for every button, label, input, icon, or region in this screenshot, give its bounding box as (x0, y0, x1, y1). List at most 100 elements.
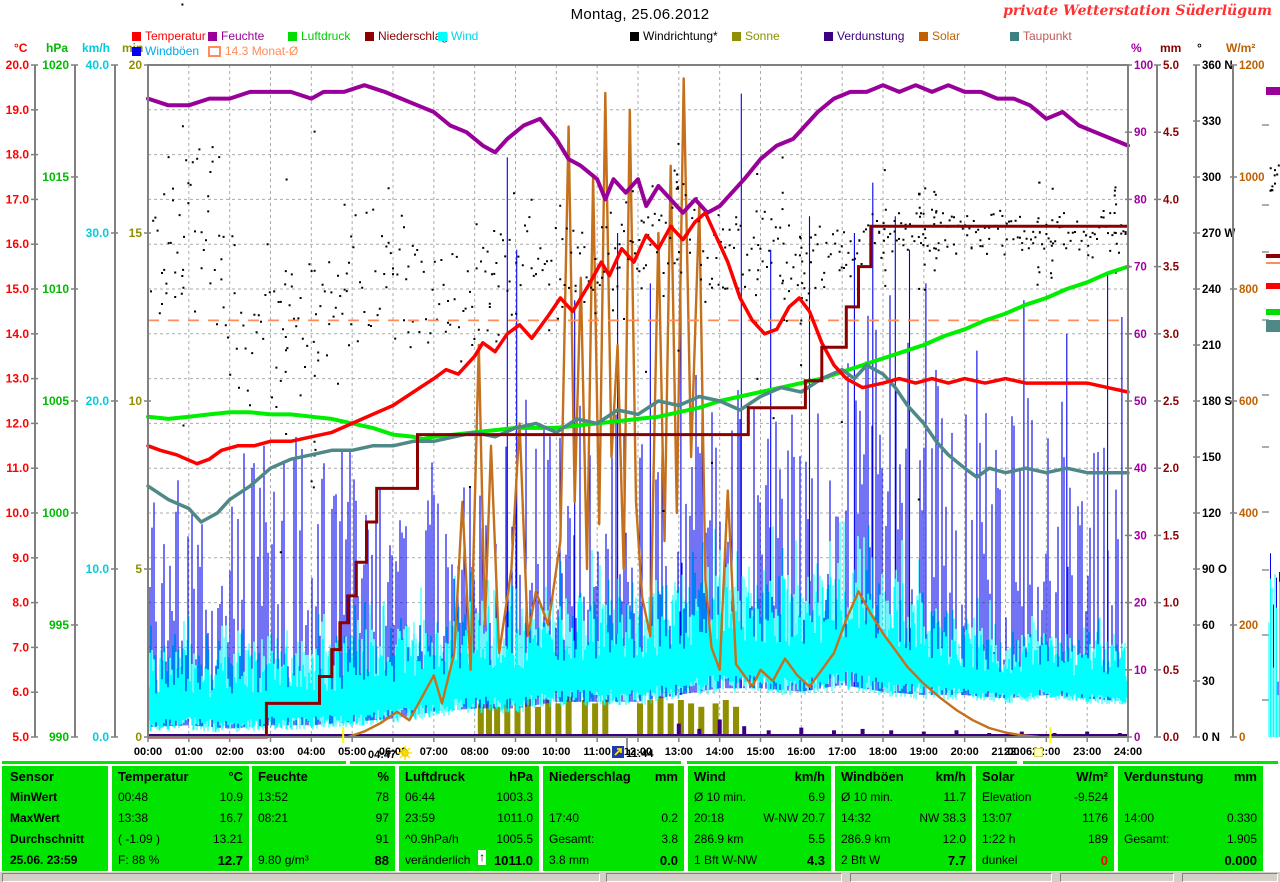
svg-text:°C: °C (14, 41, 28, 55)
svg-text:7.0: 7.0 (12, 640, 29, 654)
svg-text:60: 60 (1202, 620, 1215, 632)
svg-text:%: % (1131, 41, 1142, 55)
svg-text:07:00: 07:00 (420, 746, 448, 758)
svg-text:8.0: 8.0 (12, 596, 29, 610)
svg-text:24:00: 24:00 (1114, 746, 1142, 758)
svg-text:100: 100 (1134, 60, 1153, 72)
table-cell-solar-maxwert: 13:07 1176 (976, 808, 1114, 829)
table-block-windb-en: Windböen km/h Ø 10 min. 11.7 14:32 NW 38.3 286… (835, 766, 972, 871)
table-cell-windb-en-durchschnitt: 286.9 km 12.0 (835, 829, 972, 850)
cell-value: 1011.0 (497, 811, 533, 825)
cell-label: 13:38 (118, 811, 149, 825)
table-cell-solar-25-06-23-59: dunkel 0 (976, 850, 1114, 871)
svg-text:20: 20 (129, 58, 143, 72)
cell-value: 12.7 (217, 853, 243, 868)
table-cell-wind-durchschnitt: 286.9 km 5.5 (688, 829, 831, 850)
cell-label: 17:40 (549, 811, 580, 825)
svg-text:00:00: 00:00 (134, 746, 162, 758)
svg-text:16:00: 16:00 (787, 746, 815, 758)
legend-item-sonne: Sonne (732, 29, 780, 43)
sun-time: 22:06 (1004, 746, 1033, 758)
cell-value: 88 (374, 853, 389, 868)
svg-text:20.0: 20.0 (86, 394, 110, 408)
svg-text:11:00: 11:00 (583, 746, 611, 758)
cell-label: Ø 10 min. (841, 790, 894, 804)
table-cell-temperatur-minwert: 00:48 10.9 (112, 787, 249, 808)
svg-text:15:00: 15:00 (746, 746, 774, 758)
series-sonne (477, 696, 739, 737)
svg-text:50: 50 (1134, 396, 1147, 408)
svg-text:1005: 1005 (42, 394, 69, 408)
stats-table: Sensor MinWert MaxWert Durchschnitt 25.06. 2… (0, 766, 1280, 871)
axis-c: °C 20.0 19.0 18.0 17.0 16.0 15.0 14.0 13.0 12.0 11… (6, 41, 38, 744)
table-header: Niederschlag mm (549, 769, 678, 784)
separator-segment (350, 761, 681, 764)
svg-text:05:00: 05:00 (338, 746, 366, 758)
legend-item-verdunstung: Verdunstung (824, 29, 904, 43)
svg-text:19.0: 19.0 (6, 103, 30, 117)
svg-text:04:00: 04:00 (297, 746, 325, 758)
series-niederschlag (148, 224, 1128, 739)
cell-label: 13:07 (982, 811, 1013, 825)
svg-text:90: 90 (1134, 127, 1147, 139)
table-cell-feuchte-25-06-23-59: 9.80 g/m³ 88 (252, 850, 395, 871)
svg-text:10: 10 (1134, 665, 1147, 677)
svg-text:23:00: 23:00 (1073, 746, 1101, 758)
cell-label: 286.9 km (694, 832, 744, 846)
cell-value: 11.7 (943, 790, 966, 804)
svg-text:19:00: 19:00 (910, 746, 938, 758)
cell-value: W-NW 20.7 (763, 811, 825, 825)
legend-swatch (208, 45, 221, 57)
svg-text:800: 800 (1239, 284, 1258, 296)
svg-text:12.0: 12.0 (6, 416, 30, 430)
table-block-temperatur: Temperatur °C 00:48 10.9 13:38 16.7 ( -1.09 ) 1… (112, 766, 249, 871)
svg-text:12:00: 12:00 (624, 746, 652, 758)
station-name: private Wetterstation Süderlügum (1003, 3, 1272, 19)
cell-value: 5.5 (808, 832, 825, 846)
cell-value: 3.8 (661, 832, 678, 846)
table-header: Luftdruck hPa (405, 769, 533, 784)
cell-value: -9.524 (1073, 790, 1108, 804)
svg-text:300: 300 (1202, 172, 1221, 184)
cell-value: 1011.0 (493, 853, 533, 868)
cell-label: veränderlich (405, 853, 471, 867)
svg-text:1020: 1020 (42, 58, 69, 72)
svg-text:990: 990 (49, 730, 69, 744)
legend-label: Feuchte (221, 29, 265, 43)
svg-text:0 N: 0 N (1202, 732, 1220, 744)
svg-text:10.0: 10.0 (86, 562, 110, 576)
svg-text:18:00: 18:00 (869, 746, 897, 758)
separator-segment (2, 761, 346, 764)
svg-text:3.0: 3.0 (1163, 329, 1179, 341)
svg-text:180 S: 180 S (1202, 396, 1232, 408)
cell-value: 1005.5 (496, 832, 533, 846)
cell-value: 0.330 (1226, 811, 1257, 825)
svg-text:1000: 1000 (1239, 172, 1265, 184)
axis-: °360 N 330 300 270 W 240 210 180 S 150 120 90 O 60… (1193, 41, 1235, 744)
table-cell-windb-en-25-06-23-59: 2 Bft W 7.7 (835, 850, 972, 871)
svg-text:20.0: 20.0 (6, 58, 30, 72)
cell-value: 16.7 (219, 811, 243, 825)
svg-text:mm: mm (1160, 41, 1181, 55)
cell-value: NW 38.3 (919, 811, 966, 825)
legend-swatch (1010, 31, 1019, 41)
table-cell-wind-maxwert: 20:18 W-NW 20.7 (688, 808, 831, 829)
table-cell-wind-minwert: Ø 10 min. 6.9 (688, 787, 831, 808)
cell-label: 2 Bft W (841, 853, 881, 867)
legend-swatch (732, 31, 741, 41)
table-cell-luftdruck-maxwert: 23:59 1011.0 (399, 808, 539, 829)
cell-label: 3.8 mm (549, 853, 590, 867)
status-pane (1182, 873, 1278, 882)
cell-value: 7.7 (947, 853, 966, 868)
svg-text:70: 70 (1134, 262, 1147, 274)
svg-text:60: 60 (1134, 329, 1147, 341)
cell-label: Elevation (982, 790, 1032, 804)
legend-swatch (630, 31, 639, 41)
legend-item-windrichtung: Windrichtung* (630, 29, 718, 43)
legend-swatch (365, 31, 374, 41)
cell-label: 06:44 (405, 790, 436, 804)
sunrise-icon (398, 746, 413, 763)
status-pane (606, 873, 842, 882)
svg-text:0: 0 (135, 730, 142, 744)
svg-text:14.0: 14.0 (6, 327, 30, 341)
